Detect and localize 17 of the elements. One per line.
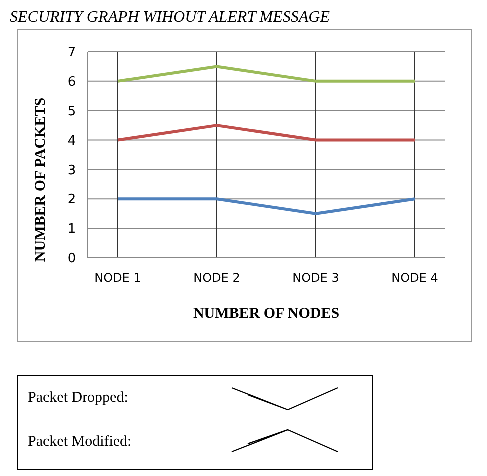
x-tick-label: NODE 3	[292, 271, 340, 285]
chart-title: SECURITY GRAPH WIHOUT ALERT MESSAGE	[10, 9, 330, 26]
x-axis-title: NUMBER OF NODES	[193, 306, 340, 322]
y-tick-label: 0	[68, 252, 76, 267]
text: Packet Dropped:	[28, 390, 128, 406]
y-axis-title: NUMBER OF PACKETS	[33, 98, 49, 262]
y-tick-label: 6	[68, 74, 76, 90]
x-tick-label: NODE 4	[392, 271, 438, 285]
x-tick-label: NODE 2	[194, 271, 240, 285]
y-tick-label: 5	[68, 104, 76, 120]
y-tick-label: 3	[68, 163, 76, 178]
y-tick-label: 1	[68, 222, 76, 238]
y-tick-label: 7	[68, 46, 76, 61]
y-tick-label: 4	[68, 134, 76, 149]
x-tick-label: NODE 1	[94, 271, 142, 285]
y-tick-label: 2	[68, 192, 76, 208]
text: Packet Modified:	[28, 434, 132, 450]
